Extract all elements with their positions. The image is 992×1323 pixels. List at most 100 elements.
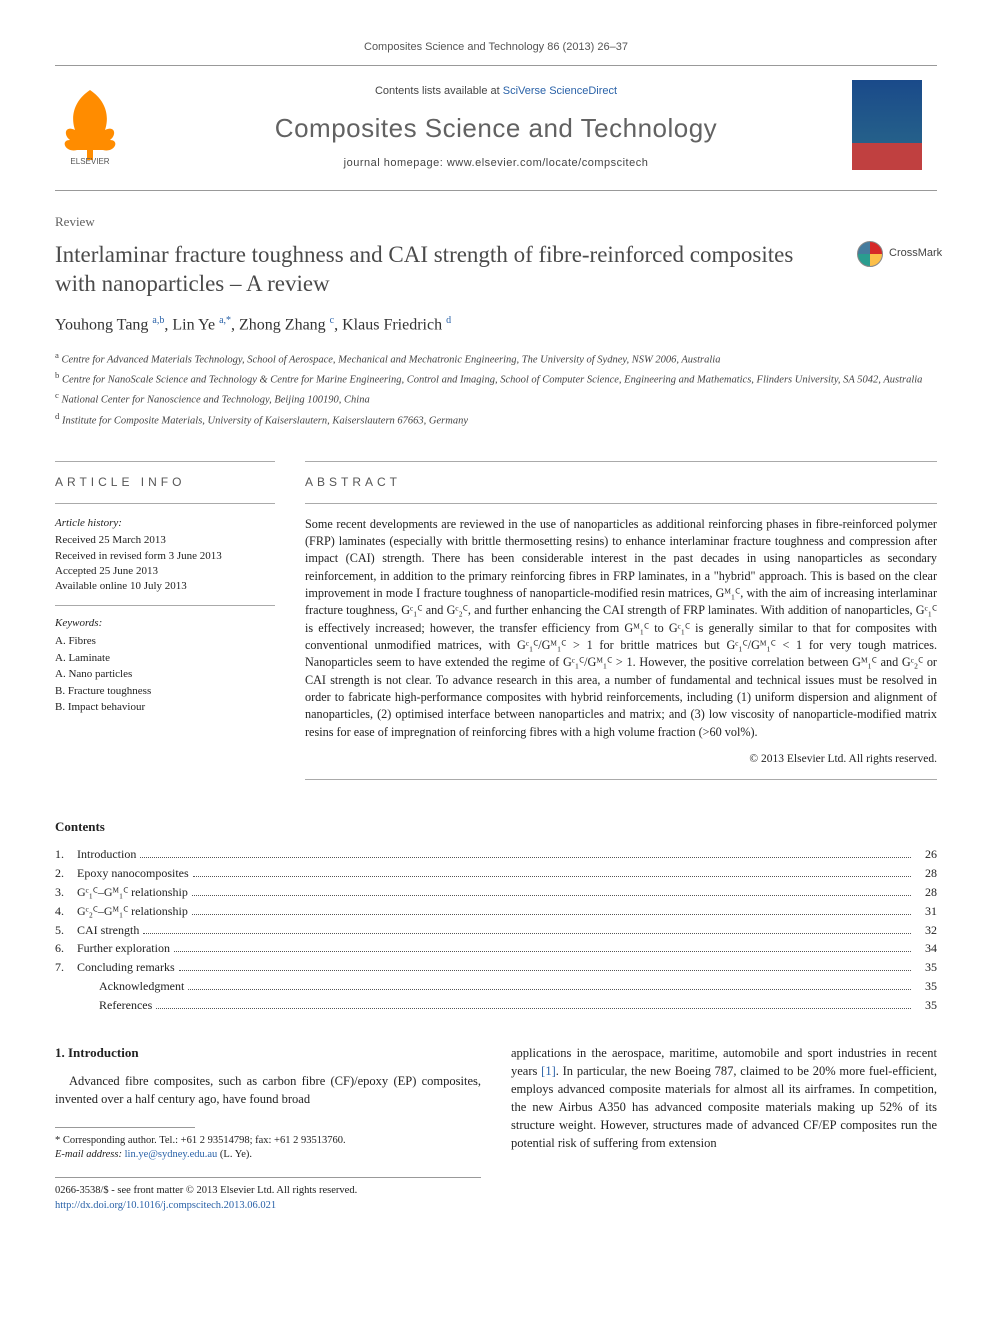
toc-label: Gᶜ₂ꟲ–Gᴹ₁ꟲ relationship (77, 903, 188, 920)
keyword-line: A. Laminate (55, 650, 275, 667)
footnote-email-link[interactable]: lin.ye@sydney.edu.au (125, 1149, 218, 1160)
corresponding-author-footnote: * Corresponding author. Tel.: +61 2 9351… (55, 1134, 481, 1163)
toc-num: 5. (55, 922, 77, 939)
toc-dots (140, 857, 911, 858)
svg-text:ELSEVIER: ELSEVIER (70, 157, 109, 165)
toc-page: 28 (915, 865, 937, 882)
toc-dots (143, 933, 911, 934)
toc-num: 6. (55, 940, 77, 957)
affiliation-line: c National Center for Nanoscience and Te… (55, 389, 937, 408)
footnote-email-label: E-mail address: (55, 1149, 125, 1160)
article-type: Review (55, 213, 937, 231)
reference-link-1[interactable]: [1] (541, 1064, 556, 1078)
toc-label: Concluding remarks (77, 959, 175, 976)
article-title: Interlaminar fracture toughness and CAI … (55, 241, 857, 299)
toc-row[interactable]: 2.Epoxy nanocomposites 28 (55, 865, 937, 882)
toc-num: 7. (55, 959, 77, 976)
front-matter-line: 0266-3538/$ - see front matter © 2013 El… (55, 1184, 481, 1199)
toc-page: 35 (915, 997, 937, 1014)
abstract: ABSTRACT Some recent developments are re… (305, 449, 937, 792)
journal-homepage: journal homepage: www.elsevier.com/locat… (140, 156, 852, 171)
body-column-left: 1. Introduction Advanced fibre composite… (55, 1044, 481, 1214)
body-column-right: applications in the aerospace, maritime,… (511, 1044, 937, 1214)
footnote-email-suffix: (L. Ye). (217, 1149, 252, 1160)
toc-dots (174, 951, 911, 952)
toc-row[interactable]: 4.Gᶜ₂ꟲ–Gᴹ₁ꟲ relationship 31 (55, 903, 937, 920)
history-line: Accepted 25 June 2013 (55, 564, 275, 579)
toc-dots (192, 914, 911, 915)
toc-dots (156, 1008, 911, 1009)
toc-label: Gᶜ₁ꟲ–Gᴹ₁ꟲ relationship (77, 884, 188, 901)
journal-name: Composites Science and Technology (140, 110, 852, 146)
abstract-heading: ABSTRACT (305, 474, 937, 491)
toc-num: 3. (55, 884, 77, 901)
toc-row[interactable]: 5.CAI strength 32 (55, 922, 937, 939)
front-matter: 0266-3538/$ - see front matter © 2013 El… (55, 1184, 481, 1213)
toc-num: 4. (55, 903, 77, 920)
table-of-contents: 1.Introduction 26 2.Epoxy nanocomposites 28… (55, 846, 937, 1013)
toc-dots (193, 876, 911, 877)
toc-row[interactable]: 6.Further exploration34 (55, 940, 937, 957)
toc-row[interactable]: Acknowledgment 35 (55, 978, 937, 995)
history-line: Received 25 March 2013 (55, 533, 275, 548)
footnote-corr: * Corresponding author. Tel.: +61 2 9351… (55, 1134, 481, 1149)
toc-page: 34 (915, 940, 937, 957)
contents-prefix: Contents lists available at (375, 85, 503, 97)
keyword-line: B. Fracture toughness (55, 683, 275, 700)
history-line: Received in revised form 3 June 2013 (55, 549, 275, 564)
toc-row[interactable]: 3.Gᶜ₁ꟲ–Gᴹ₁ꟲ relationship 28 (55, 884, 937, 901)
homepage-prefix: journal homepage: (344, 157, 447, 169)
history-label: Article history: (55, 516, 275, 531)
toc-page: 35 (915, 959, 937, 976)
doi-link[interactable]: http://dx.doi.org/10.1016/j.compscitech.… (55, 1200, 276, 1211)
toc-page: 26 (915, 846, 937, 863)
toc-page: 32 (915, 922, 937, 939)
toc-dots (179, 970, 911, 971)
abstract-text: Some recent developments are reviewed in… (305, 516, 937, 741)
affiliations: a Centre for Advanced Materials Technolo… (55, 349, 937, 429)
homepage-url[interactable]: www.elsevier.com/locate/compscitech (447, 157, 649, 169)
crossmark-badge[interactable]: CrossMark (857, 241, 937, 267)
toc-page: 35 (915, 978, 937, 995)
toc-label: Introduction (77, 846, 136, 863)
article-info-heading: ARTICLE INFO (55, 474, 275, 491)
toc-label: CAI strength (77, 922, 139, 939)
toc-row[interactable]: References 35 (55, 997, 937, 1014)
toc-label: Acknowledgment (77, 978, 184, 995)
keyword-line: B. Impact behaviour (55, 699, 275, 716)
toc-label: References (77, 997, 152, 1014)
toc-num: 2. (55, 865, 77, 882)
abstract-copyright: © 2013 Elsevier Ltd. All rights reserved… (305, 751, 937, 767)
toc-row[interactable]: 7.Concluding remarks 35 (55, 959, 937, 976)
authors: Youhong Tang a,b, Lin Ye a,*, Zhong Zhan… (55, 314, 937, 337)
crossmark-icon (857, 241, 883, 267)
toc-dots (192, 895, 911, 896)
affiliation-line: b Centre for NanoScale Science and Techn… (55, 369, 937, 388)
footnote-separator (55, 1127, 195, 1128)
intro-paragraph-left: Advanced fibre composites, such as carbo… (55, 1072, 481, 1108)
affiliation-line: a Centre for Advanced Materials Technolo… (55, 349, 937, 368)
crossmark-label: CrossMark (889, 246, 942, 261)
keyword-line: A. Nano particles (55, 666, 275, 683)
contents-available: Contents lists available at SciVerse Sci… (140, 84, 852, 99)
toc-row[interactable]: 1.Introduction 26 (55, 846, 937, 863)
keywords-label: Keywords: (55, 616, 275, 631)
toc-num: 1. (55, 846, 77, 863)
publisher-logo: ELSEVIER (55, 85, 140, 170)
contents-heading: Contents (55, 818, 937, 836)
journal-header: ELSEVIER Contents lists available at Sci… (55, 65, 937, 190)
sciencedirect-link[interactable]: SciVerse ScienceDirect (503, 85, 617, 97)
section-1-heading: 1. Introduction (55, 1044, 481, 1063)
toc-dots (188, 989, 911, 990)
toc-page: 31 (915, 903, 937, 920)
cover-thumbnail-icon (852, 80, 922, 170)
elsevier-tree-icon: ELSEVIER (55, 85, 125, 165)
toc-page: 28 (915, 884, 937, 901)
top-citation: Composites Science and Technology 86 (20… (55, 40, 937, 55)
article-info: ARTICLE INFO Article history: Received 2… (55, 449, 275, 792)
journal-cover (852, 80, 937, 175)
intro-paragraph-right: applications in the aerospace, maritime,… (511, 1044, 937, 1153)
affiliation-line: d Institute for Composite Materials, Uni… (55, 410, 937, 429)
history-line: Available online 10 July 2013 (55, 579, 275, 594)
toc-label: Epoxy nanocomposites (77, 865, 189, 882)
